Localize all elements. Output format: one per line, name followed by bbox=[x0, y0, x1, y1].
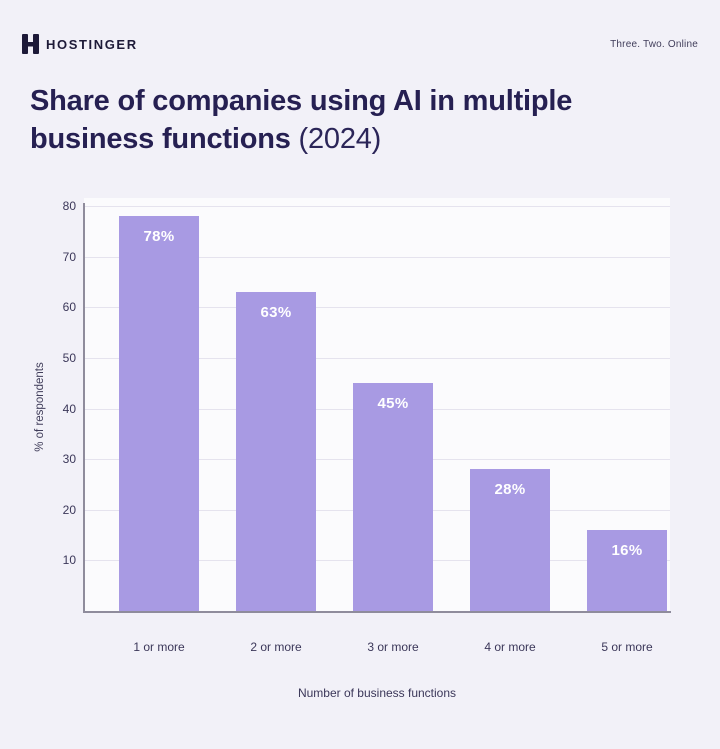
brand-tagline: Three. Two. Online bbox=[610, 39, 698, 50]
bar-value-label: 16% bbox=[611, 542, 643, 559]
x-tick-label: 4 or more bbox=[484, 640, 536, 654]
bar: 45% bbox=[353, 383, 433, 611]
y-axis-line bbox=[83, 203, 85, 612]
y-tick-label: 50 bbox=[62, 350, 76, 365]
bar-value-label: 28% bbox=[494, 481, 526, 499]
x-tick-label: 2 or more bbox=[250, 640, 302, 654]
x-tick-label: 1 or more bbox=[133, 640, 185, 654]
brand-logo: HOSTINGER bbox=[22, 34, 138, 54]
y-axis-title: % of respondents bbox=[34, 362, 46, 452]
chart-title-year: (2024) bbox=[298, 123, 382, 155]
y-tick-label: 10 bbox=[62, 553, 76, 568]
x-tick-label: 3 or more bbox=[367, 640, 419, 654]
gridline bbox=[84, 307, 670, 309]
y-tick-label: 30 bbox=[62, 452, 76, 467]
header: HOSTINGER Three. Two. Online bbox=[22, 34, 698, 60]
y-tick-label: 80 bbox=[62, 199, 76, 213]
chart-title-line1: Share of companies using AI in multiple bbox=[30, 85, 573, 117]
bar: 63% bbox=[236, 292, 316, 611]
chart-title: Share of companies using AI in multiple … bbox=[30, 82, 690, 158]
bar-value-label: 63% bbox=[260, 304, 292, 322]
x-axis-line bbox=[83, 611, 671, 613]
gridline bbox=[84, 206, 670, 207]
gridline bbox=[84, 256, 670, 258]
bar-value-label: 78% bbox=[143, 228, 175, 246]
y-tick-label: 20 bbox=[62, 502, 76, 517]
chart-title-line2-bold: business functions bbox=[30, 123, 299, 155]
bar-value-label: 45% bbox=[377, 395, 409, 413]
x-axis-title: Number of business functions bbox=[297, 686, 457, 700]
bar: 16% bbox=[587, 530, 667, 611]
x-tick-label: 5 or more bbox=[601, 640, 653, 654]
y-tick-label: 60 bbox=[62, 300, 76, 315]
y-tick-label: 40 bbox=[62, 401, 76, 416]
y-tick-label: 70 bbox=[62, 249, 76, 264]
bar: 78% bbox=[119, 216, 199, 611]
brand-name: HOSTINGER bbox=[46, 36, 138, 52]
bar: 28% bbox=[470, 469, 550, 611]
gridline bbox=[84, 357, 670, 359]
hostinger-h-icon bbox=[22, 34, 39, 54]
